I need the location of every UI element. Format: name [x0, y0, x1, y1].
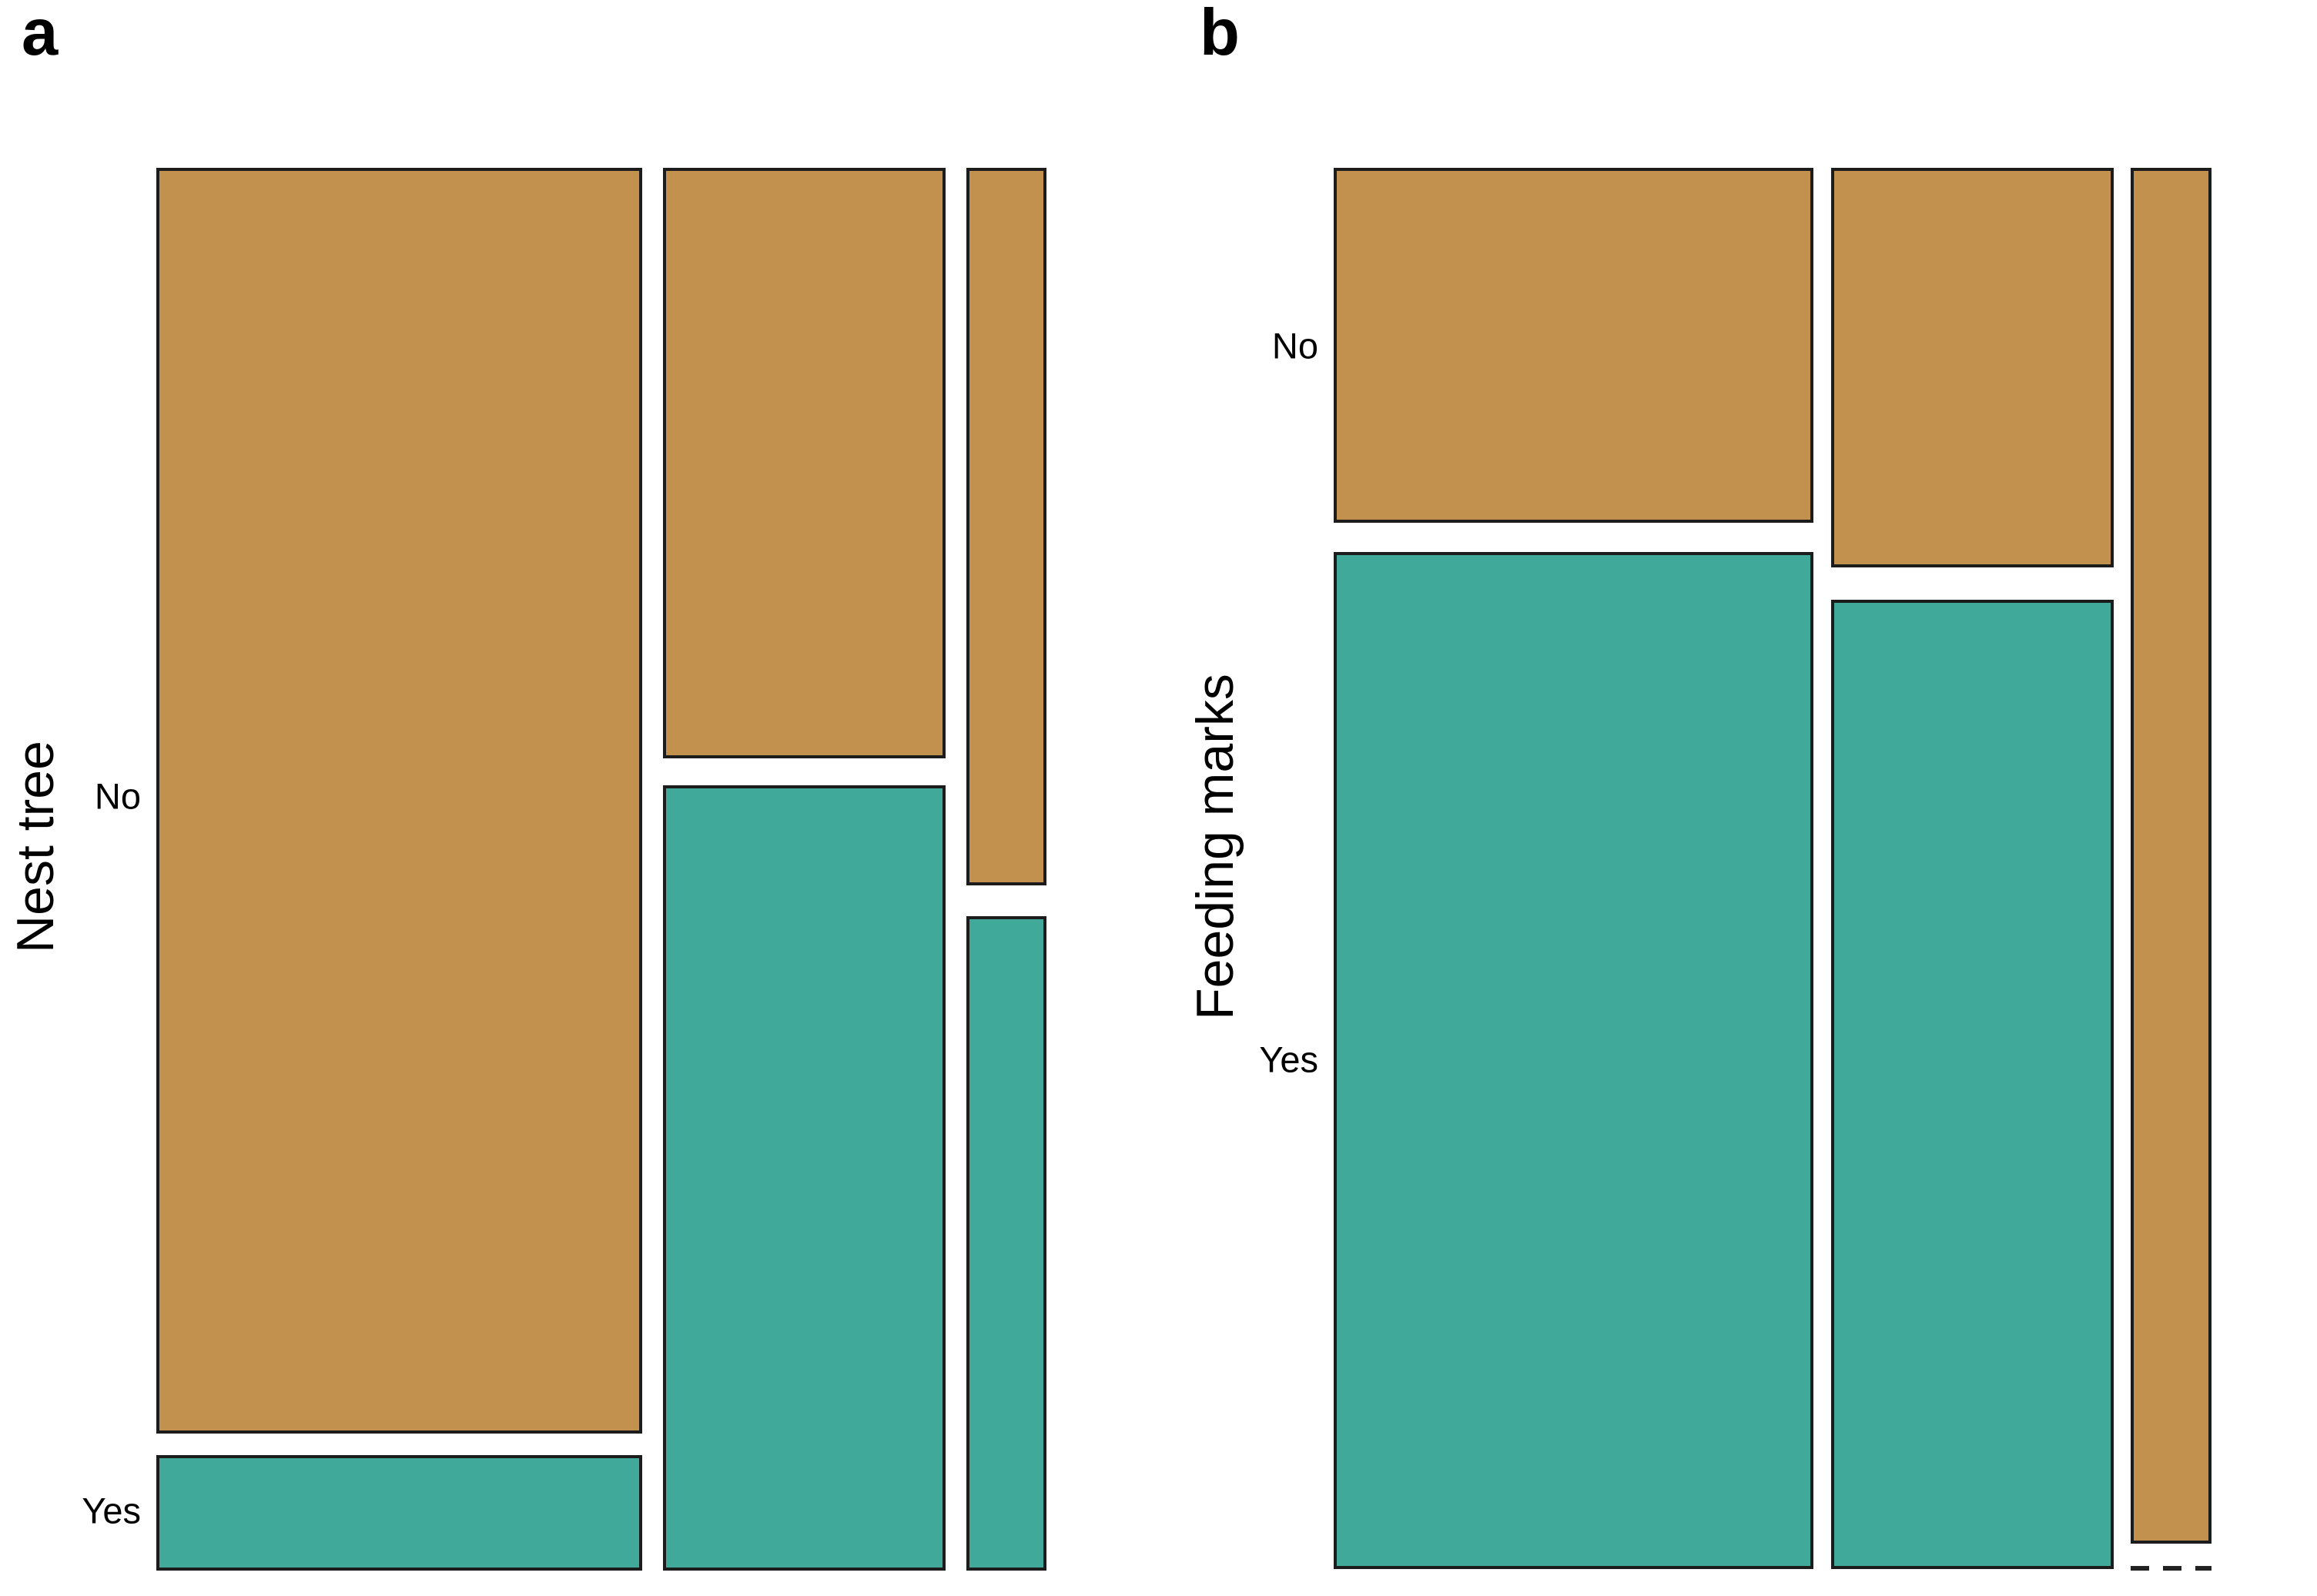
y-category-label-yes: Yes	[82, 1490, 141, 1531]
mosaic-tile-unmanaged-no	[966, 168, 1046, 885]
mosaic-tile-cultivated-yes	[156, 1454, 642, 1571]
mosaic-tile-unmanaged-no	[2131, 168, 2212, 1544]
mosaic-tile-partly-cultivated-yes	[662, 785, 946, 1571]
y-category-label-no: No	[94, 775, 141, 817]
panel-b-letter: b	[1200, 0, 1240, 69]
y-axis-title-nest-tree: Nest tree	[6, 741, 65, 953]
mosaic-tile-partly-cultivated-no	[1831, 168, 2114, 568]
y-category-label-yes: Yes	[1259, 1039, 1318, 1080]
y-axis-title-feeding-marks: Feeding marks	[1186, 674, 1244, 1020]
mosaic-tile-cultivated-no	[1334, 168, 1813, 523]
y-category-label-no: No	[1271, 325, 1318, 366]
mosaic-tile-unmanaged-yes	[966, 916, 1046, 1571]
mosaic-tile-partly-cultivated-no	[662, 168, 946, 759]
mosaic-tile-partly-cultivated-yes	[1831, 599, 2114, 1569]
panel-a-letter: a	[22, 0, 59, 69]
mosaic-tile-cultivated-no	[156, 168, 642, 1434]
mosaic-plot-a	[156, 168, 1046, 1571]
mosaic-tile-cultivated-yes	[1334, 552, 1813, 1569]
mosaic-plot-b	[1334, 168, 2212, 1571]
zero-cell-dashed-line-unmanaged-yes	[2131, 1566, 2212, 1571]
